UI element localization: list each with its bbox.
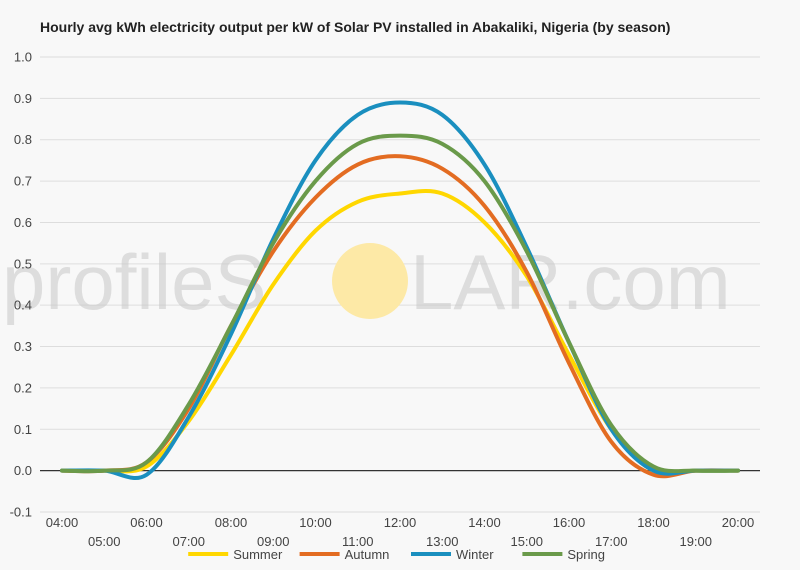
x-tick-label: 12:00 — [384, 515, 417, 530]
x-tick-label: 13:00 — [426, 534, 459, 549]
series-line-summer — [60, 189, 740, 476]
x-tick-label: 20:00 — [722, 515, 755, 530]
x-axis-ticks: 04:00 05:00 06:00 07:00 08:00 09:00 10:00 11:00… — [46, 515, 755, 549]
y-tick-label: 0.3 — [14, 339, 32, 354]
legend-label: Summer — [233, 547, 283, 562]
series-line-spring — [60, 133, 740, 474]
x-tick-label: 06:00 — [130, 515, 163, 530]
series-line-autumn — [60, 154, 740, 479]
y-tick-label: 0.5 — [14, 256, 32, 271]
legend: Summer Autumn Winter Spring — [188, 547, 605, 562]
y-tick-label: 0.0 — [14, 463, 32, 478]
y-tick-label: 0.2 — [14, 380, 32, 395]
y-axis-ticks: -0.1 0.0 0.1 0.2 0.3 0.4 0.5 0.6 0.7 0.8 0.9 1.0 — [10, 50, 32, 520]
legend-item-summer: Summer — [188, 547, 283, 562]
x-tick-label: 14:00 — [468, 515, 501, 530]
watermark: profileS LAR.com — [2, 238, 731, 326]
legend-label: Winter — [456, 547, 494, 562]
y-tick-label: -0.1 — [10, 505, 32, 520]
y-tick-label: 0.7 — [14, 174, 32, 189]
y-tick-label: 0.1 — [14, 422, 32, 437]
legend-item-winter: Winter — [411, 547, 494, 562]
y-tick-label: 0.6 — [14, 215, 32, 230]
legend-label: Autumn — [345, 547, 390, 562]
x-tick-label: 09:00 — [257, 534, 290, 549]
legend-label: Spring — [567, 547, 605, 562]
watermark-sun — [332, 243, 408, 319]
watermark-text-left: profileS — [2, 238, 266, 326]
series-lines — [60, 100, 740, 480]
legend-item-autumn: Autumn — [299, 547, 390, 562]
y-tick-label: 0.4 — [14, 298, 32, 313]
x-tick-label: 19:00 — [679, 534, 712, 549]
y-tick-label: 0.9 — [14, 91, 32, 106]
watermark-text-right: LAR.com — [410, 238, 731, 326]
y-tick-label: 1.0 — [14, 50, 32, 65]
x-tick-label: 16:00 — [553, 515, 586, 530]
x-tick-label: 15:00 — [510, 534, 543, 549]
series-line-winter — [60, 100, 740, 480]
y-tick-label: 0.8 — [14, 132, 32, 147]
x-tick-label: 08:00 — [215, 515, 248, 530]
x-tick-label: 17:00 — [595, 534, 628, 549]
legend-item-spring: Spring — [522, 547, 605, 562]
x-tick-label: 07:00 — [172, 534, 205, 549]
x-tick-label: 04:00 — [46, 515, 79, 530]
grid-lines — [40, 56, 760, 513]
x-tick-label: 11:00 — [342, 534, 374, 549]
x-tick-label: 05:00 — [88, 534, 121, 549]
chart-title: Hourly avg kWh electricity output per kW… — [40, 19, 671, 35]
x-tick-label: 18:00 — [637, 515, 670, 530]
x-tick-label: 10:00 — [299, 515, 332, 530]
